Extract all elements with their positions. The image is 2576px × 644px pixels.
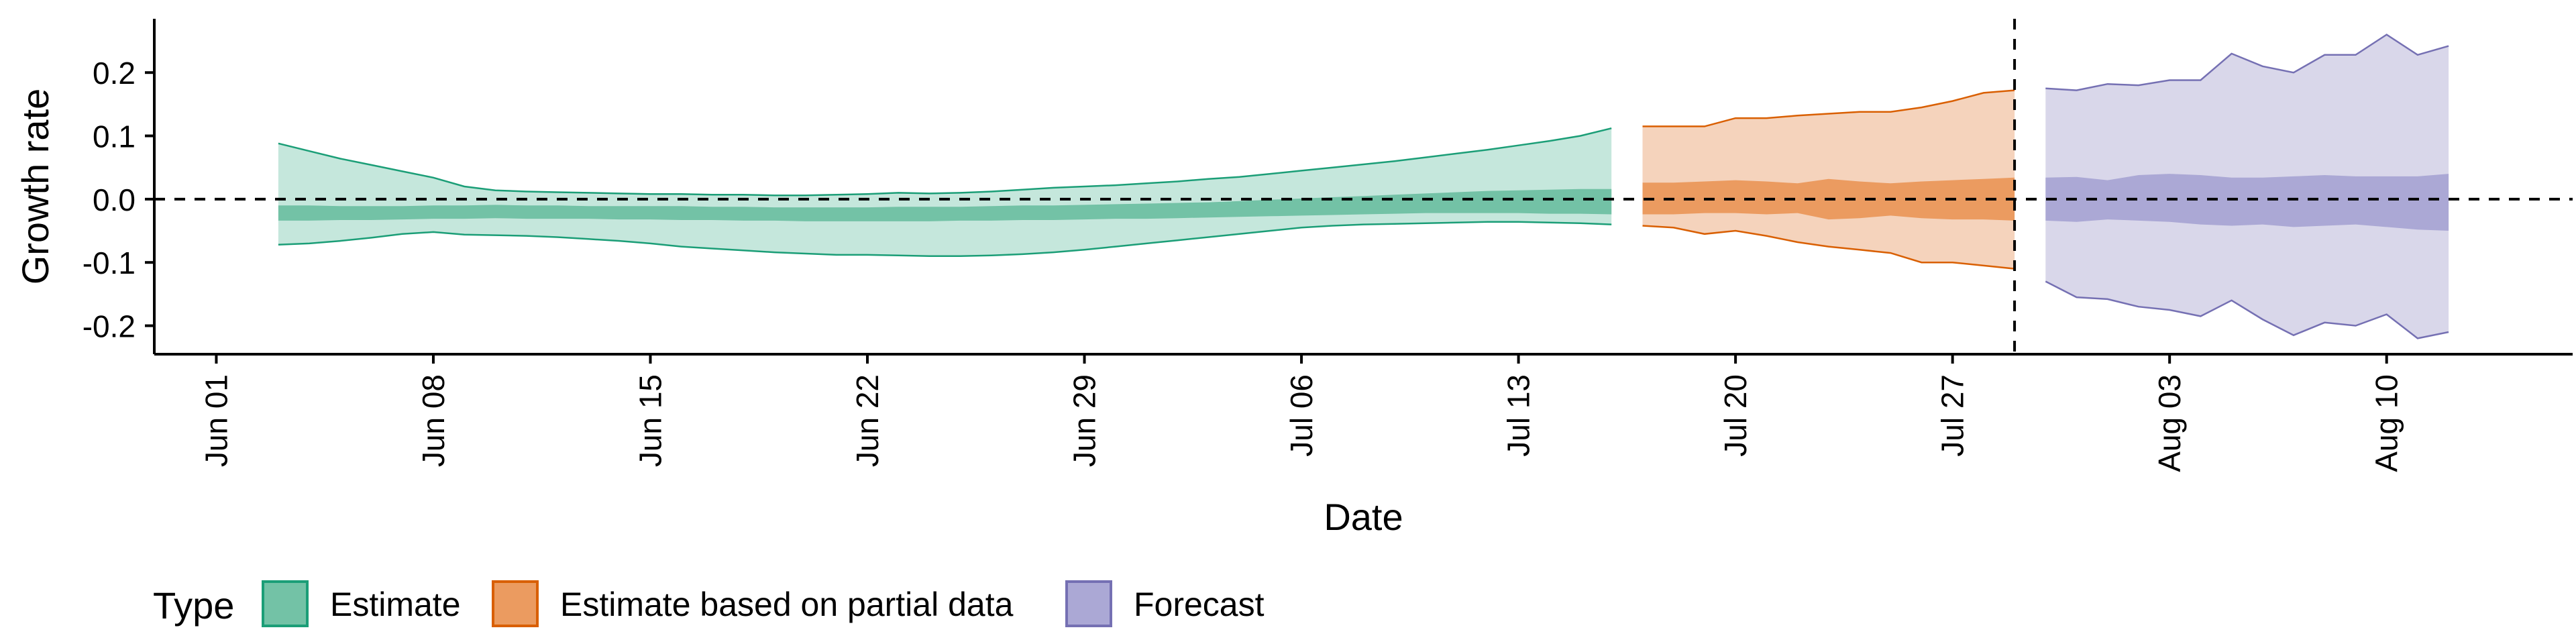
legend-key-estimate: [262, 580, 309, 627]
y-tick-label: -0.1: [83, 246, 136, 280]
legend: Type Estimate Estimate based on partial d…: [153, 580, 1265, 627]
x-tick-label: Jul 13: [1501, 374, 1536, 457]
x-tick-label: Aug 10: [2369, 374, 2404, 472]
legend-label-estimate: Estimate: [330, 586, 461, 623]
x-tick-label: Jun 08: [416, 374, 451, 467]
band-lower-edge-forecast: [2045, 280, 2449, 339]
series-estimate: [278, 127, 1612, 258]
legend-key-estimate-based-on-partial-data: [492, 580, 539, 627]
x-tick-label: Jun 22: [850, 374, 885, 467]
y-tick-label: 0.0: [93, 182, 136, 217]
band-50-forecast: [2045, 174, 2449, 231]
x-tick-label: Jul 06: [1284, 374, 1319, 457]
legend-title: Type: [153, 584, 234, 627]
band-upper-edge-estimate: [278, 127, 1612, 197]
y-axis-ticks: -0.2 -0.1 0.0 0.1 0.2: [83, 56, 154, 344]
x-tick-label: Jun 15: [633, 374, 667, 467]
series-forecast: [2045, 34, 2449, 339]
band-90-estimate: [278, 128, 1612, 256]
ribbon-bands: [278, 34, 2449, 339]
band-lower-edge-estimate: [278, 221, 1612, 258]
x-tick-label: Jul 27: [1935, 374, 1970, 457]
y-tick-label: 0.2: [93, 56, 136, 91]
x-axis-label: Date: [1324, 496, 1403, 538]
x-tick-label: Jul 20: [1718, 374, 1753, 457]
band-50-estimate: [278, 189, 1612, 221]
x-axis-ticks: Jun 01 Jun 08 Jun 15 Jun 22 Jun 29 Jul 06 Jul …: [199, 354, 2404, 472]
band-upper-edge-forecast: [2045, 34, 2449, 91]
x-tick-label: Jun 01: [199, 374, 233, 467]
series-estimate-based-on-partial-data: [1642, 89, 2015, 270]
x-tick-label: Jun 29: [1067, 374, 1102, 467]
y-tick-label: -0.2: [83, 309, 136, 344]
legend-label-forecast: Forecast: [1134, 586, 1265, 623]
reference-lines: [154, 19, 2573, 354]
band-lower-edge-estimate-based-on-partial-data: [1642, 225, 2015, 270]
band-upper-edge-estimate-based-on-partial-data: [1642, 89, 2015, 127]
y-tick-label: 0.1: [93, 119, 136, 154]
legend-label-estimate-based-on-partial-data: Estimate based on partial data: [560, 586, 1014, 623]
legend-key-forecast: [1065, 580, 1112, 627]
x-tick-label: Aug 03: [2152, 374, 2187, 472]
y-axis-label: Growth rate: [14, 89, 56, 285]
